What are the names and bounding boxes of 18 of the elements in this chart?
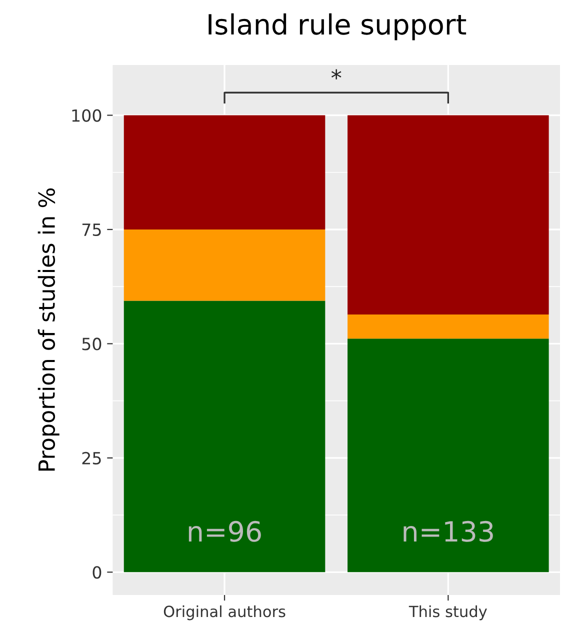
bar xyxy=(348,115,549,314)
chart-title: Island rule support xyxy=(208,13,466,40)
y-tick-label: 50 xyxy=(82,338,102,350)
bar xyxy=(124,229,326,301)
x-tick-label: This study xyxy=(408,605,487,620)
y-tick-label: 0 xyxy=(92,566,102,579)
bar xyxy=(348,314,549,339)
bar xyxy=(124,115,326,230)
annotation: n=133 xyxy=(404,520,493,542)
y-tick-label: 100 xyxy=(72,109,102,122)
y-axis-title: Proportion of studies in % xyxy=(38,188,60,471)
annotation: * xyxy=(331,69,342,80)
y-tick-label: 25 xyxy=(82,452,101,464)
bar xyxy=(124,300,326,572)
x-tick-label: Original authors xyxy=(164,605,286,620)
bar xyxy=(348,338,549,572)
y-tick-label: 75 xyxy=(82,224,101,236)
annotation: n=96 xyxy=(188,520,261,542)
